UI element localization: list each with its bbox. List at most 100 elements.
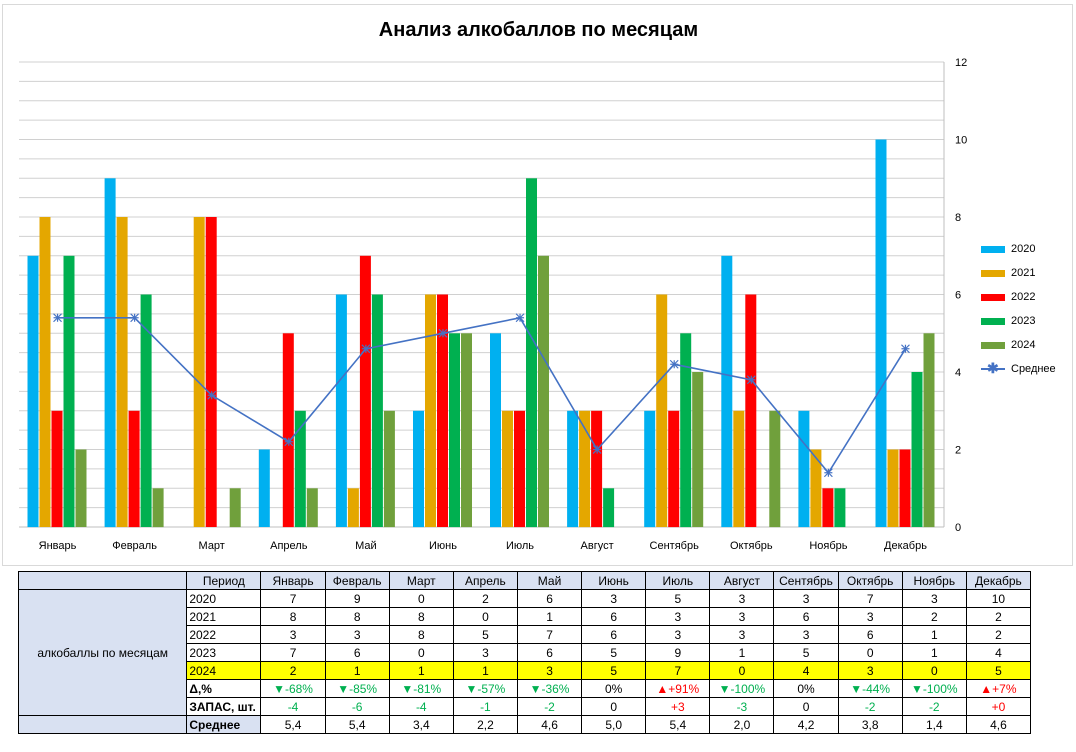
bar-2023 (526, 178, 537, 528)
average-point (901, 344, 910, 354)
bar-2021 (193, 217, 205, 527)
bar-2024 (923, 333, 935, 528)
value-cell: 7 (260, 589, 326, 608)
table-row: алкобаллы по месяцам 2020 7 9 0 2 6 3 5 3 3 7 3 10 (17, 589, 1032, 716)
delta-row-cell: ▼-100% (709, 679, 775, 698)
legend-swatch (981, 269, 1005, 277)
value-cell: 2 (901, 607, 967, 626)
bar-2021 (502, 410, 513, 528)
year-label-cell: 2020 (186, 589, 262, 608)
value-cell: 0 (837, 643, 903, 662)
stock-row-cell: -2 (901, 697, 967, 716)
average-cell: 4,6 (965, 715, 1032, 734)
legend-swatch (981, 245, 1005, 253)
year-label-cell: 2021 (186, 607, 262, 626)
value-cell: 5 (581, 661, 647, 680)
average-cell: 2,2 (452, 715, 518, 734)
value-cell: 6 (324, 643, 390, 662)
table-row: 2022 3 3 8 5 7 6 3 3 3 6 1 2 (19, 625, 1032, 644)
legend-label: 2020 (1011, 243, 1036, 255)
legend-swatch (981, 341, 1005, 349)
x-tick-label: Январь (39, 540, 77, 552)
bar-2022 (822, 488, 834, 528)
x-tick-label: Август (581, 540, 614, 552)
x-tick-label: Декабрь (884, 540, 927, 552)
value-cell: 7 (837, 589, 903, 608)
bar-2020 (490, 333, 501, 528)
bar-2024 (769, 410, 781, 528)
value-cell: 3 (709, 625, 775, 644)
legend-label: 2021 (1011, 267, 1036, 279)
bar-2020 (413, 410, 424, 528)
bar-2022 (51, 410, 63, 528)
bar-2021 (887, 449, 899, 527)
x-tick-label: Март (199, 540, 225, 552)
y-tick-label: 10 (955, 135, 967, 147)
delta-row-cell: ▼-44% (837, 679, 903, 698)
month-header-cell: Август (709, 571, 775, 590)
value-cell: 2 (965, 607, 1032, 626)
x-tick-label: Июнь (429, 540, 457, 552)
stock-row: ЗАПАС, шт. -4 -6 -4 -1 -2 0 +3 -3 0 -2 -2 +0 (19, 697, 1032, 716)
x-tick-label: Июль (506, 540, 534, 552)
y-tick-label: 12 (955, 57, 967, 69)
y-tick-label: 6 (955, 290, 961, 302)
stock-row-cell: -2 (837, 697, 903, 716)
bar-2023 (294, 410, 306, 528)
bar-2022 (591, 410, 603, 528)
value-cell: 4 (773, 661, 839, 680)
stock-row-cell: -4 (260, 697, 326, 716)
legend-label: 2023 (1011, 315, 1036, 327)
bar-2021 (810, 449, 822, 527)
y-tick-label: 8 (955, 212, 961, 224)
bar-2024 (229, 488, 241, 528)
average-point (284, 437, 294, 447)
average-point (823, 468, 833, 478)
delta-row-cell: 0% (581, 679, 647, 698)
value-cell: 8 (388, 625, 454, 644)
month-header-cell: Май (516, 571, 583, 590)
bar-2023 (140, 294, 152, 527)
value-cell: 8 (388, 607, 454, 626)
average-cell: 5,4 (645, 715, 711, 734)
bar-2022 (745, 294, 757, 527)
value-cell: 3 (709, 607, 775, 626)
value-cell: 2 (260, 661, 326, 680)
value-cell: 7 (516, 625, 583, 644)
value-cell: 8 (260, 607, 326, 626)
bar-2024 (152, 488, 164, 528)
legend-item-2022: 2022 (981, 285, 1056, 309)
value-cell: 3 (516, 661, 583, 680)
value-cell: 0 (452, 607, 518, 626)
value-cell: 2 (965, 625, 1032, 644)
value-cell: 1 (516, 607, 583, 626)
legend-label: 2024 (1011, 339, 1036, 351)
month-header-cell: Март (388, 571, 454, 590)
month-header-cell: Апрель (452, 571, 518, 590)
value-cell: 6 (837, 625, 903, 644)
month-header-cell: Январь (260, 571, 326, 590)
bar-2020 (27, 255, 39, 528)
value-cell: 1 (709, 643, 775, 662)
value-cell: 6 (516, 643, 583, 662)
x-tick-label: Октябрь (730, 540, 773, 552)
average-point (515, 313, 525, 323)
average-point (130, 313, 140, 323)
bar-2022 (514, 410, 525, 528)
value-cell: 6 (581, 607, 647, 626)
bar-2024 (306, 488, 318, 528)
delta-row-label: Δ,% (186, 679, 262, 698)
month-header-cell: Февраль (324, 571, 390, 590)
bar-2020 (258, 449, 270, 527)
table-row: 2021 8 8 8 0 1 6 3 3 6 3 2 2 (19, 607, 1032, 626)
group-label-cell: алкобаллы по месяцам (17, 589, 188, 716)
average-blank-cell (17, 715, 188, 734)
bar-2020 (798, 410, 810, 528)
x-tick-label: Ноябрь (809, 540, 847, 552)
bar-2023 (449, 333, 460, 528)
average-cell: 4,6 (516, 715, 583, 734)
bar-2020 (567, 410, 579, 528)
year-label-cell: 2023 (186, 643, 262, 662)
value-cell: 2 (452, 589, 518, 608)
bar-2021 (116, 217, 128, 527)
